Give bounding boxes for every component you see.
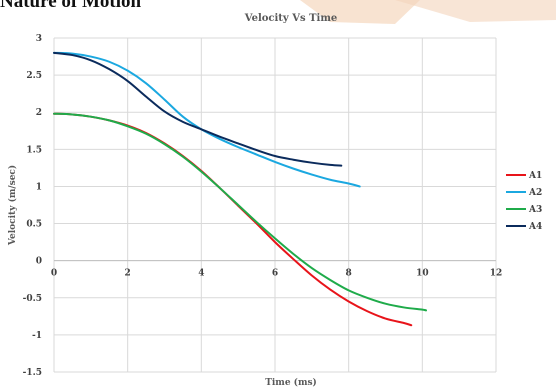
x-tick-label: 8 (346, 269, 352, 279)
y-tick-label: 2 (36, 108, 42, 118)
cropped-header-text: Nature of Motion (0, 0, 142, 12)
y-axis-label: Velocity (m/sec) (7, 165, 18, 246)
x-tick-label: 10 (416, 269, 429, 279)
x-tick-label: 0 (51, 269, 57, 279)
x-tick-label: 12 (490, 269, 503, 279)
y-tick-label: 2.5 (26, 71, 42, 81)
x-tick-label: 6 (272, 269, 278, 279)
y-tick-label: 0 (36, 257, 42, 267)
series-line-a4 (53, 51, 343, 167)
legend-label: A2 (528, 188, 542, 198)
y-tick-label: -0.5 (23, 294, 42, 304)
y-tick-label: -1.5 (23, 368, 42, 378)
series-line-a2 (53, 51, 361, 188)
y-tick-label: 1.5 (26, 145, 42, 155)
legend-label: A4 (528, 222, 542, 232)
series-line-a3 (53, 112, 428, 312)
x-tick-label: 2 (125, 269, 131, 279)
legend-label: A1 (528, 171, 542, 181)
decorative-banner-graphic (300, 0, 556, 24)
y-tick-label: 3 (36, 34, 42, 44)
x-tick-label: 4 (198, 269, 204, 279)
y-tick-label: 0.5 (26, 220, 42, 230)
y-tick-label: 1 (36, 182, 42, 192)
legend-label: A3 (528, 205, 542, 215)
chart-title: Velocity Vs Time (244, 13, 338, 24)
x-axis-label: Time (ms) (265, 377, 317, 388)
y-tick-label: -1 (32, 331, 42, 341)
